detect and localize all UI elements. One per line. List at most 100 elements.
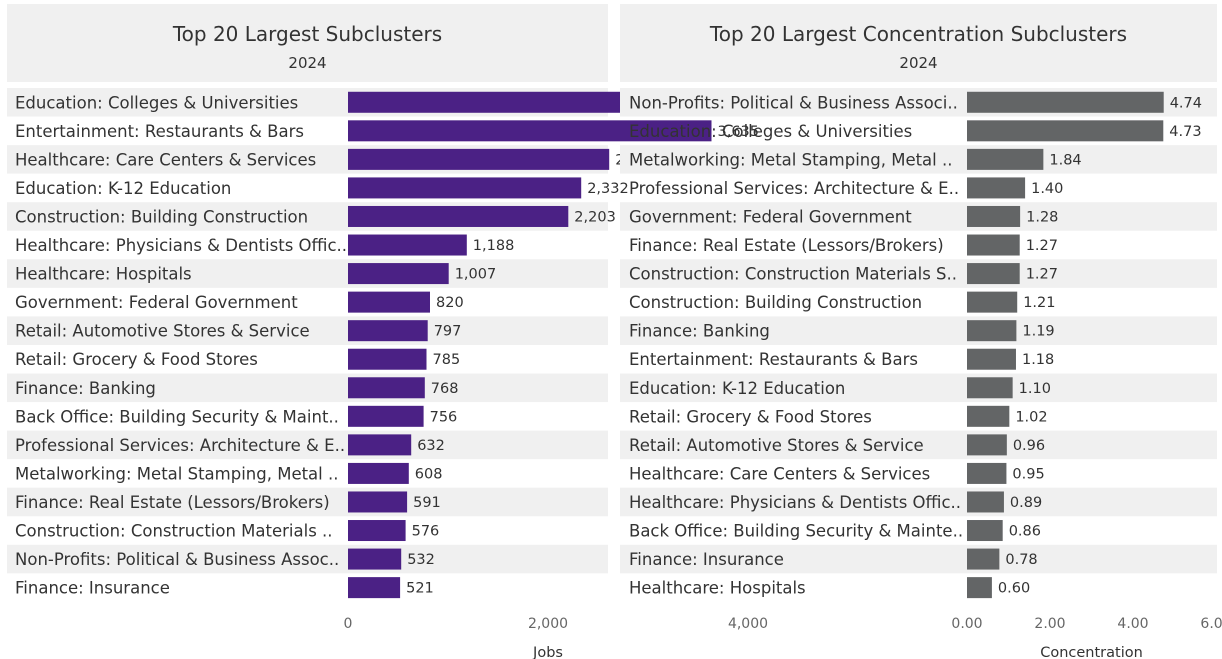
concentration-chart-panel: Top 20 Largest Concentration Subclusters…	[620, 0, 1222, 659]
jobs-category-label: Professional Services: Architecture & E.…	[15, 436, 345, 455]
concentration-bar	[967, 91, 1164, 113]
jobs-bar	[348, 520, 406, 542]
jobs-value-label: 3,635	[718, 124, 760, 140]
concentration-bar	[967, 434, 1007, 456]
jobs-bar	[348, 348, 427, 370]
concentration-bar	[967, 320, 1017, 342]
jobs-value-label: 1,188	[473, 238, 515, 254]
jobs-value-label: 591	[413, 495, 441, 511]
concentration-row-band	[620, 202, 1217, 231]
concentration-bar	[967, 205, 1021, 227]
jobs-axis-tick-label: 4,000	[728, 616, 768, 632]
jobs-value-label: 632	[417, 438, 445, 454]
concentration-value-label: 0.60	[998, 581, 1030, 597]
jobs-row-band	[7, 487, 608, 517]
jobs-category-label: Healthcare: Physicians & Dentists Offic.…	[15, 236, 347, 255]
concentration-value-label: 0.89	[1010, 495, 1042, 511]
concentration-category-label: Finance: Banking	[629, 322, 770, 341]
concentration-value-label: 0.95	[1012, 466, 1044, 482]
jobs-value-label: 2,332	[587, 181, 629, 197]
concentration-value-label: 1.28	[1026, 209, 1058, 225]
concentration-category-label: Entertainment: Restaurants & Bars	[629, 350, 918, 369]
concentration-category-label: Back Office: Building Security & Mainte.…	[629, 522, 963, 541]
concentration-bar	[967, 263, 1020, 285]
jobs-bar	[348, 177, 582, 199]
jobs-bar-chart: Education: Colleges & Universities4,293E…	[7, 88, 825, 659]
concentration-category-label: Finance: Real Estate (Lessors/Brokers)	[629, 236, 944, 255]
concentration-value-label: 0.78	[1005, 552, 1037, 568]
concentration-row-band	[620, 544, 1217, 574]
concentration-category-label: Healthcare: Physicians & Dentists Offic.…	[629, 493, 961, 512]
concentration-category-label: Healthcare: Hospitals	[629, 579, 806, 598]
jobs-chart-subtitle: 2024	[288, 54, 327, 72]
concentration-row-band	[620, 373, 1217, 403]
concentration-chart-header: Top 20 Largest Concentration Subclusters…	[620, 4, 1217, 82]
jobs-category-label: Metalworking: Metal Stamping, Metal ..	[15, 464, 339, 483]
concentration-bar	[967, 491, 1004, 513]
concentration-axis-title: Concentration	[1040, 645, 1143, 659]
jobs-row-band	[7, 430, 608, 460]
jobs-bar	[348, 577, 401, 599]
concentration-value-label: 1.21	[1023, 295, 1055, 311]
concentration-category-label: Retail: Automotive Stores & Service	[629, 436, 924, 455]
concentration-value-label: 4.73	[1169, 124, 1201, 140]
jobs-bar	[348, 434, 412, 456]
jobs-row-band	[7, 373, 608, 403]
concentration-value-label: 1.27	[1026, 267, 1058, 283]
concentration-axis-tick-label: 2.00	[1034, 616, 1065, 632]
jobs-row-band	[7, 259, 608, 288]
jobs-value-label: 1,007	[455, 267, 497, 283]
jobs-category-label: Non-Profits: Political & Business Assoc.…	[15, 550, 339, 569]
concentration-chart-subtitle: 2024	[899, 54, 938, 72]
concentration-bar	[967, 548, 1000, 570]
jobs-value-label: 532	[407, 552, 435, 568]
jobs-row-band	[7, 316, 608, 345]
jobs-bar	[348, 120, 712, 142]
concentration-value-label: 1.40	[1031, 181, 1063, 197]
concentration-row-band	[620, 259, 1217, 288]
jobs-category-label: Finance: Banking	[15, 379, 156, 398]
concentration-category-label: Professional Services: Architecture & E.…	[629, 179, 959, 198]
jobs-bar	[348, 148, 610, 170]
concentration-bar	[967, 577, 992, 599]
concentration-category-label: Healthcare: Care Centers & Services	[629, 464, 930, 483]
jobs-bar	[348, 320, 428, 342]
concentration-bar	[967, 377, 1013, 399]
jobs-category-label: Education: Colleges & Universities	[15, 93, 298, 112]
concentration-category-label: Education: Colleges & Universities	[629, 122, 912, 141]
concentration-category-label: Finance: Insurance	[629, 550, 784, 569]
jobs-category-label: Retail: Automotive Stores & Service	[15, 322, 310, 341]
jobs-value-label: 797	[434, 324, 462, 340]
jobs-value-label: 768	[431, 381, 459, 397]
concentration-value-label: 4.74	[1170, 95, 1202, 111]
concentration-category-label: Construction: Construction Materials S..	[629, 265, 957, 284]
jobs-bar	[348, 377, 425, 399]
concentration-value-label: 1.27	[1026, 238, 1058, 254]
concentration-axis-tick-label: 0.00	[951, 616, 982, 632]
jobs-bar	[348, 462, 409, 484]
jobs-bar	[348, 548, 402, 570]
concentration-category-label: Metalworking: Metal Stamping, Metal ..	[629, 150, 953, 169]
concentration-value-label: 1.10	[1019, 381, 1051, 397]
concentration-bar	[967, 348, 1016, 370]
jobs-category-label: Finance: Real Estate (Lessors/Brokers)	[15, 493, 330, 512]
concentration-bar	[967, 148, 1044, 170]
concentration-bar	[967, 291, 1018, 313]
concentration-row-band	[620, 430, 1217, 460]
concentration-value-label: 1.19	[1022, 324, 1054, 340]
jobs-value-label: 608	[415, 466, 443, 482]
jobs-row-band	[7, 544, 608, 574]
jobs-bar	[348, 205, 569, 227]
jobs-chart-panel: Top 20 Largest Subclusters 2024 Educatio…	[7, 0, 825, 659]
concentration-bar	[967, 120, 1164, 142]
jobs-value-label: 785	[433, 352, 461, 368]
jobs-category-label: Construction: Building Construction	[15, 207, 308, 226]
jobs-value-label: 756	[430, 409, 458, 425]
jobs-value-label: 521	[406, 581, 434, 597]
jobs-value-label: 576	[412, 524, 440, 540]
concentration-chart-title: Top 20 Largest Concentration Subclusters	[709, 22, 1128, 46]
concentration-bar	[967, 234, 1020, 256]
concentration-category-label: Retail: Grocery & Food Stores	[629, 407, 872, 426]
concentration-row-band	[620, 487, 1217, 517]
concentration-bar	[967, 520, 1003, 542]
